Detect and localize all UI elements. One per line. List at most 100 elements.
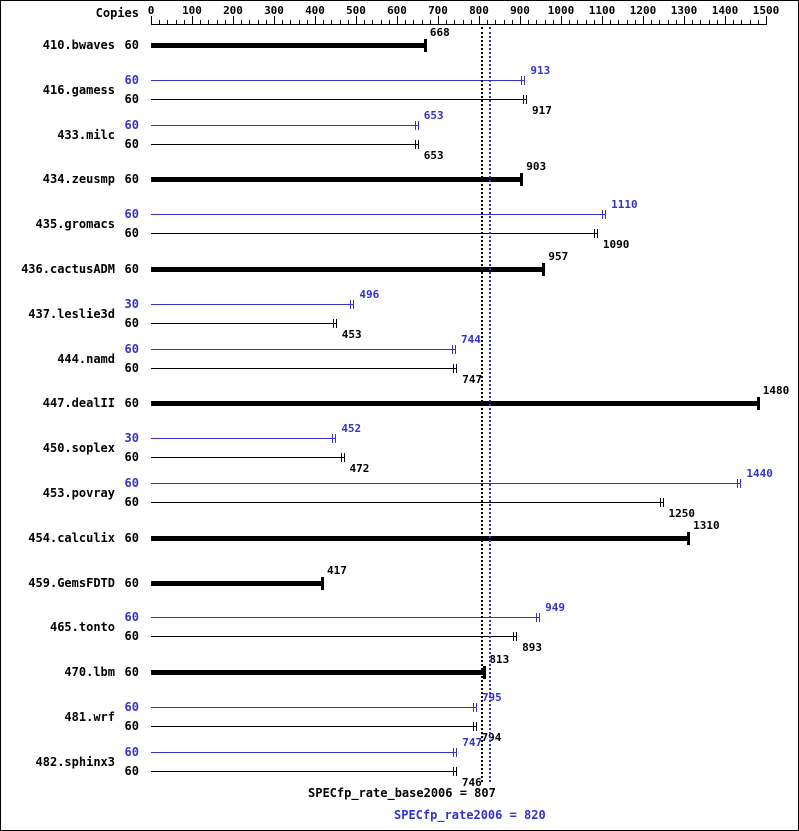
base-value-label: 794 — [481, 731, 502, 744]
base-bar — [151, 401, 758, 407]
bar-end-cap — [756, 397, 760, 411]
bar-end-cap — [602, 210, 604, 220]
axis-minor-tick — [758, 20, 759, 25]
axis-minor-tick — [241, 20, 242, 25]
benchmark-label: 435.gromacs — [35, 217, 115, 232]
bar-end-cap — [525, 94, 527, 104]
base-bar — [151, 457, 345, 459]
bar-end-cap — [452, 344, 454, 354]
axis-minor-tick — [717, 20, 718, 25]
peak-value-label: 1110 — [611, 198, 638, 212]
axis-minor-tick — [471, 20, 472, 25]
axis-tick-label: 1100 — [588, 4, 616, 17]
base-bar — [151, 177, 522, 183]
benchmark-label: 433.milc — [57, 127, 115, 142]
axis-minor-tick — [381, 20, 382, 25]
bar-end-cap — [596, 229, 598, 239]
axis-major-tick — [561, 16, 562, 25]
axis-major-tick — [520, 16, 521, 25]
axis-tick-label: 1500 — [752, 4, 780, 17]
axis-tick-label: 700 — [428, 4, 448, 17]
copies-label: 60 — [124, 495, 139, 509]
copies-label: 60 — [124, 700, 139, 714]
base-bar — [151, 98, 527, 100]
benchmark-label: 482.sphinx3 — [35, 754, 115, 769]
bar-end-cap — [350, 299, 352, 309]
benchmark-label: 410.bwaves — [42, 38, 115, 52]
copies-column-header: Copies — [95, 6, 139, 20]
base-value-label: 813 — [489, 653, 510, 667]
bar-end-cap — [353, 299, 355, 309]
peak-bar — [151, 707, 477, 708]
axis-minor-tick — [372, 20, 373, 25]
benchmark-label: 434.zeusmp — [42, 172, 115, 187]
copies-label: 30 — [124, 431, 139, 446]
axis-tick-label: 500 — [346, 4, 366, 17]
peak-value-label: 913 — [530, 63, 551, 77]
bar-end-cap — [455, 344, 457, 354]
base-bar — [151, 535, 689, 541]
copies-label: 60 — [124, 91, 139, 106]
peak-rate-summary: SPECfp_rate2006 = 820 — [394, 808, 546, 822]
benchmark-label: 459.GemsFDTD — [28, 575, 115, 590]
peak-value-label: 795 — [481, 691, 502, 704]
base-bar — [151, 233, 598, 235]
copies-label: 60 — [124, 450, 139, 465]
peak-value-label: 949 — [545, 601, 565, 615]
bar-end-cap — [475, 703, 477, 712]
bar-end-cap — [417, 139, 419, 149]
axis-minor-tick — [651, 20, 652, 25]
axis-minor-tick — [176, 20, 177, 25]
bar-end-cap — [414, 120, 416, 130]
base-bar — [151, 636, 518, 638]
bar-end-cap — [513, 632, 515, 642]
peak-bar — [151, 348, 457, 350]
axis-minor-tick — [159, 20, 160, 25]
axis-minor-tick — [348, 20, 349, 25]
base-value-label: 747 — [462, 372, 483, 386]
copies-label: 60 — [124, 341, 139, 356]
bar-end-cap — [605, 210, 607, 220]
axis-minor-tick — [200, 20, 201, 25]
base-bar — [151, 267, 544, 272]
copies-label: 60 — [124, 610, 139, 625]
benchmark-label: 481.wrf — [64, 710, 115, 724]
axis-minor-tick — [290, 20, 291, 25]
axis-major-tick — [356, 16, 357, 25]
axis-minor-tick — [430, 20, 431, 25]
benchmark-label: 437.leslie3d — [28, 306, 115, 321]
axis-minor-tick — [545, 20, 546, 25]
axis-minor-tick — [487, 20, 488, 25]
axis-minor-tick — [364, 20, 365, 25]
axis-minor-tick — [463, 20, 464, 25]
axis-minor-tick — [676, 20, 677, 25]
axis-minor-tick — [627, 20, 628, 25]
axis-tick-label: 100 — [182, 4, 202, 17]
axis-minor-tick — [594, 20, 595, 25]
axis-minor-tick — [692, 20, 693, 25]
axis-minor-tick — [610, 20, 611, 25]
axis-minor-tick — [167, 20, 168, 25]
axis-minor-tick — [323, 20, 324, 25]
axis-minor-tick — [422, 20, 423, 25]
bar-end-cap — [414, 139, 416, 149]
base-bar — [151, 367, 458, 369]
axis-tick-label: 400 — [305, 4, 325, 17]
axis-tick-label: 200 — [223, 4, 243, 17]
benchmark-label: 470.lbm — [64, 665, 115, 680]
axis-line — [151, 24, 767, 25]
benchmark-label: 453.povray — [42, 486, 115, 500]
bar-end-cap — [332, 434, 334, 444]
base-value-label: 668 — [429, 26, 450, 39]
axis-major-tick — [725, 16, 726, 25]
peak-rate-line — [489, 27, 491, 782]
bar-end-cap — [662, 498, 664, 507]
bar-end-cap — [740, 479, 742, 488]
copies-label: 60 — [124, 763, 139, 778]
peak-bar — [151, 124, 419, 126]
axis-minor-tick — [700, 20, 701, 25]
bar-end-cap — [320, 576, 324, 590]
copies-label: 60 — [124, 207, 139, 222]
